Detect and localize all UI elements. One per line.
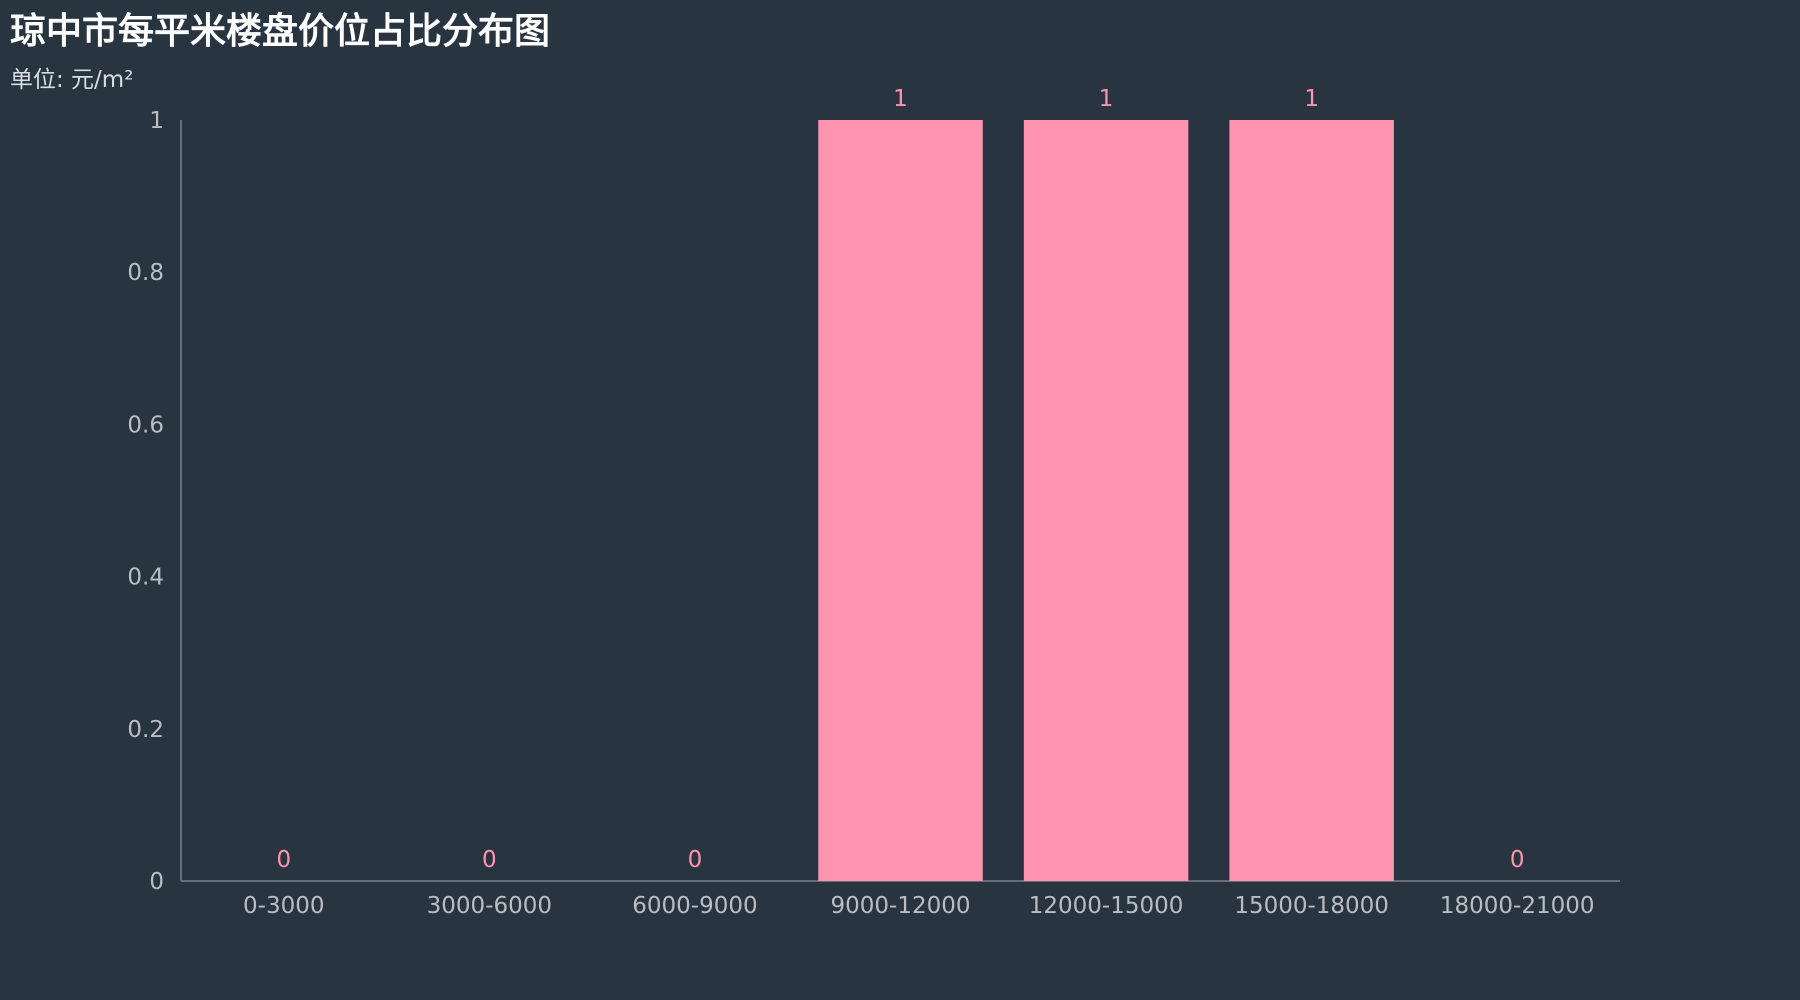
data-label: 1	[1099, 86, 1114, 112]
bar	[1023, 120, 1189, 881]
y-tick-label: 0.8	[127, 260, 164, 286]
y-tick-label: 0.2	[127, 717, 164, 743]
bar	[818, 120, 983, 881]
y-tick-label: 1	[149, 108, 164, 134]
data-label: 0	[1510, 847, 1525, 873]
data-label: 0	[482, 847, 497, 873]
data-label: 0	[276, 847, 291, 873]
x-tick-label: 0-3000	[243, 893, 324, 919]
y-tick-label: 0.4	[127, 565, 164, 591]
x-tick-label: 9000-12000	[831, 893, 971, 919]
chart-title: 琼中市每平米楼盘价位占比分布图	[10, 11, 551, 52]
y-tick-label: 0.6	[127, 412, 164, 438]
bar	[1229, 120, 1394, 881]
x-tick-label: 15000-18000	[1234, 893, 1389, 919]
y-tick-label: 0	[149, 869, 164, 895]
x-tick-label: 12000-15000	[1029, 893, 1184, 919]
data-label: 0	[688, 847, 703, 873]
data-label: 1	[1304, 86, 1319, 112]
x-tick-label: 6000-9000	[632, 893, 757, 919]
data-label: 1	[893, 86, 908, 112]
chart-subtitle: 单位: 元/m²	[10, 67, 134, 93]
x-tick-label: 3000-6000	[427, 893, 552, 919]
x-tick-label: 18000-21000	[1440, 893, 1595, 919]
